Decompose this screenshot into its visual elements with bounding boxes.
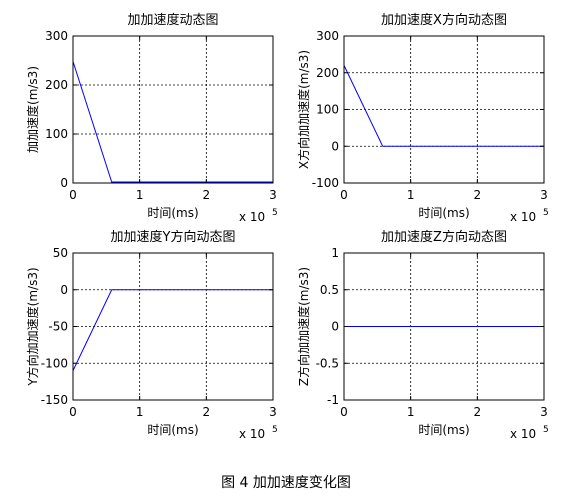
x-multiplier-exponent: 5 (272, 425, 278, 435)
x-tick-label: 1 (136, 188, 144, 202)
y-tick-label: 300 (316, 29, 339, 43)
series-line (72, 289, 273, 371)
y-tick-label: 0 (60, 283, 68, 297)
x-multiplier-exponent: 5 (543, 425, 549, 435)
y-axis-label: Z方向加加速度(m/s3) (296, 267, 311, 386)
y-tick-label: -150 (41, 393, 68, 407)
x-multiplier: x 10 (510, 210, 536, 224)
y-tick-label: 100 (45, 127, 68, 141)
y-tick-label: 0 (60, 176, 68, 190)
y-tick-label: 200 (316, 66, 339, 80)
x-multiplier: x 10 (239, 427, 265, 441)
x-multiplier: x 10 (510, 427, 536, 441)
subplot-title: 加加速度X方向动态图 (381, 12, 507, 28)
x-tick-label: 3 (540, 188, 548, 202)
y-tick-label: -100 (41, 356, 68, 370)
x-axis-label: 时间(ms) (418, 423, 469, 437)
x-tick-label: 3 (269, 405, 277, 419)
x-multiplier-exponent: 5 (272, 208, 278, 218)
y-tick-label: 100 (316, 103, 339, 117)
x-tick-label: 3 (540, 405, 548, 419)
y-tick-label: 0 (331, 139, 339, 153)
series-line (343, 65, 544, 147)
y-tick-label: 1 (331, 246, 339, 260)
y-tick-label: 50 (53, 246, 68, 260)
x-tick-label: 0 (69, 188, 77, 202)
x-tick-label: 1 (407, 405, 415, 419)
x-tick-label: 2 (203, 188, 211, 202)
y-tick-label: -50 (48, 320, 68, 334)
series-line (72, 61, 273, 183)
subplot-title: 加加速度Y方向动态图 (111, 229, 236, 245)
y-tick-label: 0 (331, 320, 339, 334)
y-tick-label: -1 (327, 393, 339, 407)
y-tick-label: -0.5 (316, 356, 339, 370)
subplot-title: 加加速度Z方向动态图 (381, 229, 507, 245)
y-axis-label: 加加速度(m/s3) (25, 66, 40, 153)
x-tick-label: 2 (474, 188, 482, 202)
plot-area (73, 36, 273, 183)
x-tick-label: 0 (340, 405, 348, 419)
y-tick-label: 0.5 (320, 283, 339, 297)
axes-box (72, 35, 274, 184)
x-tick-label: 3 (269, 188, 277, 202)
x-tick-label: 2 (474, 405, 482, 419)
x-multiplier: x 10 (239, 210, 265, 224)
x-tick-label: 2 (203, 405, 211, 419)
figure-caption: 图 4 加加速度变化图 (221, 475, 351, 491)
x-axis-label: 时间(ms) (147, 206, 198, 220)
y-tick-label: 300 (45, 29, 68, 43)
x-axis-label: 时间(ms) (418, 206, 469, 220)
y-axis-label: Y方向加加速度(m/s3) (25, 267, 40, 386)
subplot-title: 加加速度动态图 (127, 12, 218, 28)
x-tick-label: 1 (407, 188, 415, 202)
y-tick-label: 200 (45, 78, 68, 92)
y-axis-label: X方向加加速度(m/s3) (296, 50, 311, 169)
x-tick-label: 0 (69, 405, 77, 419)
x-axis-label: 时间(ms) (147, 423, 198, 437)
x-multiplier-exponent: 5 (543, 208, 549, 218)
y-tick-label: -100 (312, 176, 339, 190)
x-tick-label: 0 (340, 188, 348, 202)
x-tick-label: 1 (136, 405, 144, 419)
